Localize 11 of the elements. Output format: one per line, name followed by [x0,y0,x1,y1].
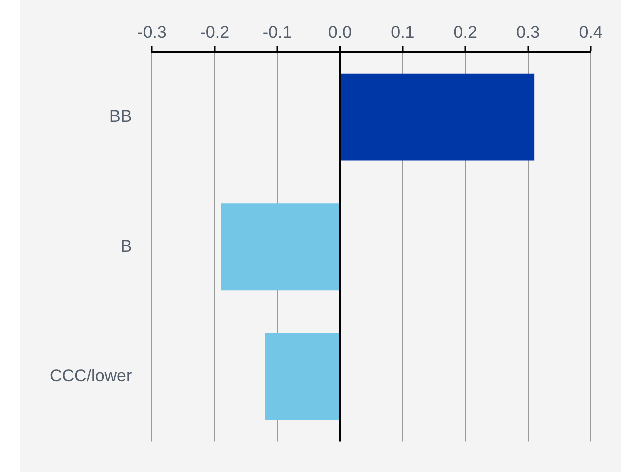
y-tick-label: BB [109,106,132,126]
x-tick-label: -0.1 [262,22,292,42]
x-tick-label: 0.3 [516,22,540,42]
x-tick-label: 0.1 [391,22,415,42]
x-tick-label: -0.3 [138,22,167,42]
x-tick-label: -0.2 [200,22,230,42]
x-tick-label: 0.2 [454,22,478,42]
y-tick-label: B [120,236,132,256]
y-tick-label: CCC/lower [50,366,133,386]
x-tick-label: 0.0 [328,22,352,42]
x-tick-label: 0.4 [579,22,603,42]
